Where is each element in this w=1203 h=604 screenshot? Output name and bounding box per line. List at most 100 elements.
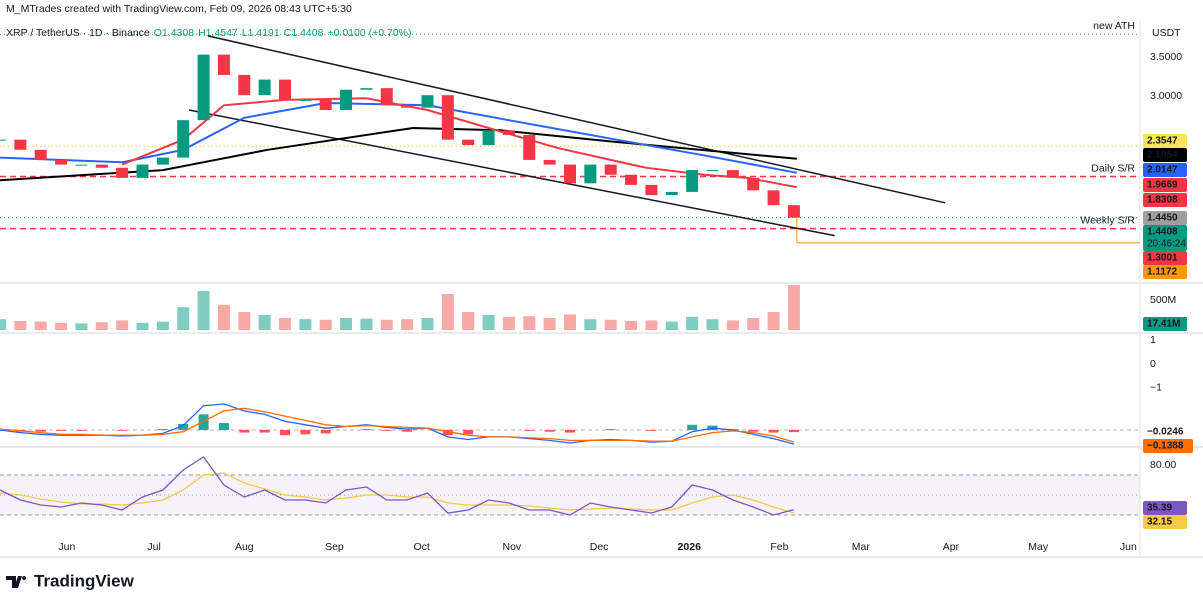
macd-histogram — [157, 429, 168, 430]
macd-histogram — [605, 429, 616, 430]
candle-body — [55, 159, 68, 165]
volume-bar — [523, 316, 536, 330]
macd-histogram — [748, 429, 759, 432]
candle-body — [686, 170, 699, 192]
volume-bar — [258, 315, 271, 330]
legend-high: H1.4547 — [198, 27, 238, 39]
volume-bar — [380, 319, 393, 330]
volume-bar — [584, 319, 597, 330]
macd-histogram — [178, 423, 189, 430]
legend: XRP / TetherUS · 1D · Binance O1.4308 H1.4… — [6, 27, 412, 39]
candle-body — [523, 134, 536, 160]
candle-body — [0, 139, 6, 141]
volume-bar — [116, 320, 129, 330]
volume-bar — [34, 321, 47, 330]
macd-histogram — [768, 429, 779, 433]
moving-average — [0, 126, 797, 182]
price-tag — [1143, 193, 1187, 207]
chart-title: M_MTrades created with TradingView.com, … — [6, 3, 352, 15]
moving-average — [0, 101, 797, 174]
macd-histogram — [442, 429, 453, 436]
logo: TradingView — [6, 571, 135, 590]
legend-change: +0.0100 (+0.70%) — [327, 27, 411, 39]
rsi-tag — [1143, 501, 1187, 515]
macd-histogram — [56, 429, 67, 431]
signal-line — [0, 407, 795, 443]
volume-bar — [340, 318, 353, 330]
macd-histogram — [300, 429, 311, 435]
price-tag — [1143, 148, 1187, 162]
macd-tag-label: −0.0246 — [1147, 427, 1184, 438]
volume-bar — [217, 304, 230, 330]
legend-open: O1.4308 — [154, 27, 194, 39]
price-tag — [1143, 211, 1187, 225]
candle-body — [706, 170, 719, 172]
x-tick-label: Sep — [325, 541, 344, 553]
macd-histogram — [76, 429, 87, 431]
candle-body — [95, 164, 108, 168]
candle-body — [645, 184, 658, 196]
candle-body — [217, 54, 230, 75]
candle-body — [767, 190, 780, 206]
macd-histogram — [218, 423, 229, 430]
y-tick-label: 3.5000 — [1150, 51, 1182, 63]
macd-histogram — [280, 429, 290, 436]
volume-bar — [726, 320, 739, 330]
y-tick-label: 80.00 — [1150, 459, 1176, 471]
x-tick-label: Jul — [147, 541, 160, 553]
volume-tag-label: 17.41M — [1147, 319, 1180, 330]
price-tag-label: 1.3001 — [1147, 253, 1178, 264]
volume-bar — [136, 322, 149, 330]
candle-body — [502, 130, 515, 135]
y-tick-label: 500M — [1150, 294, 1176, 306]
candle-body — [380, 88, 393, 106]
y-tick-label: −1 — [1150, 382, 1162, 394]
macd-histogram — [524, 429, 535, 431]
price-tag-label: 1.8308 — [1147, 195, 1178, 206]
x-tick-label: Nov — [502, 541, 521, 553]
candle-body — [625, 174, 638, 185]
volume-bar — [564, 314, 576, 330]
x-tick-label: 2026 — [678, 541, 702, 553]
volume-bar — [401, 319, 414, 330]
logo-icon — [6, 576, 27, 588]
volume-bar — [156, 321, 169, 330]
candle-body — [421, 95, 434, 108]
volume-bar — [360, 318, 373, 330]
macd-histogram — [544, 429, 555, 432]
countdown: 20:46:24 — [1147, 239, 1186, 250]
candle-body — [665, 191, 678, 196]
candle-body — [441, 95, 454, 140]
macd-histogram — [320, 429, 331, 434]
candle-body — [401, 105, 414, 108]
candle-body — [564, 164, 576, 184]
macd-histogram — [463, 429, 474, 435]
candle-body — [14, 139, 27, 150]
rsi-tag-label: 35.39 — [1147, 503, 1172, 514]
price-tag-label: 1.4450 — [1147, 213, 1178, 224]
volume-bar — [482, 315, 495, 330]
macd-histogram — [361, 429, 372, 430]
macd-histogram — [402, 429, 413, 432]
candle-body — [197, 54, 210, 121]
volume-bar — [502, 316, 515, 330]
rsi-line — [0, 456, 795, 516]
candle-body — [116, 167, 129, 178]
volume-bar — [665, 321, 678, 330]
volume-bar — [14, 321, 27, 330]
x-tick-label: Feb — [770, 541, 788, 553]
price-tag — [1143, 225, 1187, 251]
price-tag — [1143, 251, 1187, 265]
level-label: Weekly S/R — [1080, 214, 1135, 226]
macd-histogram — [646, 429, 657, 431]
volume-bar — [747, 318, 760, 330]
volume-bar — [75, 323, 88, 330]
y-tick-label: 3.0000 — [1150, 90, 1182, 102]
candle-body — [156, 157, 169, 165]
price-tag-label: 2.3547 — [1147, 136, 1178, 147]
volume-bar — [706, 319, 719, 330]
macd-tag — [1143, 425, 1193, 439]
candle-body — [136, 164, 149, 178]
x-tick-label: May — [1028, 541, 1049, 553]
legend-symbol: XRP / TetherUS · 1D · Binance — [6, 27, 150, 39]
